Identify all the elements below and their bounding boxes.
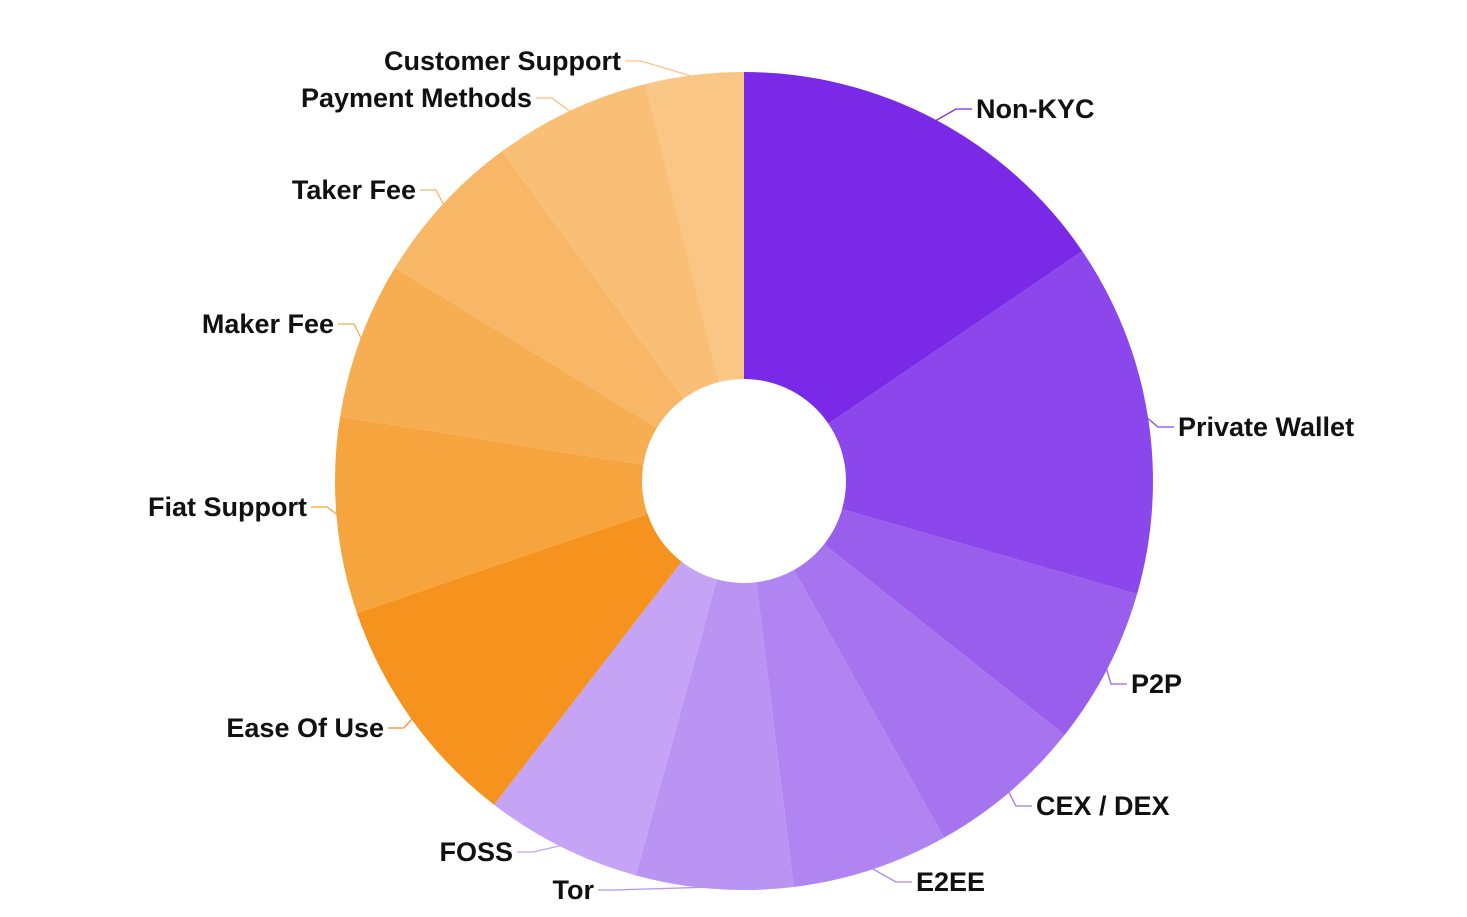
leader-line-ease-of-use	[388, 717, 414, 729]
slice-label-cex-dex: CEX / DEX	[1036, 791, 1170, 821]
slice-fiat-support[interactable]	[335, 416, 648, 614]
slice-label-p2p: P2P	[1131, 669, 1182, 699]
labels-layer: Non-KYC Private Wallet P2P CEX / DEX E2EE Tor…	[148, 46, 1354, 905]
slice-foss[interactable]	[494, 561, 718, 876]
slice-p2p[interactable]	[823, 509, 1138, 735]
leader-line-customer-support	[625, 60, 695, 78]
leader-line-foss	[517, 844, 563, 853]
slice-label-maker-fee: Maker Fee	[202, 309, 334, 339]
slice-label-e2ee: E2EE	[916, 867, 985, 897]
leader-line-fiat-support	[311, 506, 339, 517]
slice-label-fiat-support: Fiat Support	[148, 492, 307, 522]
slice-maker-fee[interactable]	[340, 267, 657, 465]
slice-label-tor: Tor	[553, 875, 595, 905]
leader-line-non-kyc	[934, 108, 972, 122]
slice-non-kyc[interactable]	[744, 72, 1083, 424]
slice-label-customer-support: Customer Support	[384, 46, 621, 76]
leader-line-maker-fee	[338, 323, 363, 341]
slices-layer	[335, 72, 1153, 890]
slice-e2ee[interactable]	[756, 569, 945, 887]
leader-line-payment-methods	[536, 97, 572, 114]
slice-private-wallet[interactable]	[828, 251, 1153, 595]
slice-tor[interactable]	[635, 579, 794, 890]
slice-label-payment-methods: Payment Methods	[301, 83, 532, 113]
slice-label-ease-of-use: Ease Of Use	[226, 713, 384, 743]
leader-lines-layer	[311, 60, 1174, 891]
leader-line-p2p	[1105, 666, 1127, 685]
slice-label-private-wallet: Private Wallet	[1178, 412, 1354, 442]
slice-ease-of-use[interactable]	[356, 513, 682, 805]
slice-cex-dex[interactable]	[793, 544, 1065, 838]
slice-label-foss: FOSS	[439, 837, 513, 867]
leader-line-taker-fee	[420, 189, 445, 207]
slice-taker-fee[interactable]	[394, 151, 684, 428]
leader-line-tor	[598, 886, 715, 891]
slice-label-non-kyc: Non-KYC	[976, 94, 1094, 124]
slice-payment-methods[interactable]	[501, 84, 720, 399]
slice-label-taker-fee: Taker Fee	[292, 175, 416, 205]
leader-line-private-wallet	[1145, 416, 1174, 428]
slice-customer-support[interactable]	[645, 72, 744, 383]
leader-line-e2ee	[870, 867, 912, 883]
leader-line-cex-dex	[1007, 790, 1032, 807]
